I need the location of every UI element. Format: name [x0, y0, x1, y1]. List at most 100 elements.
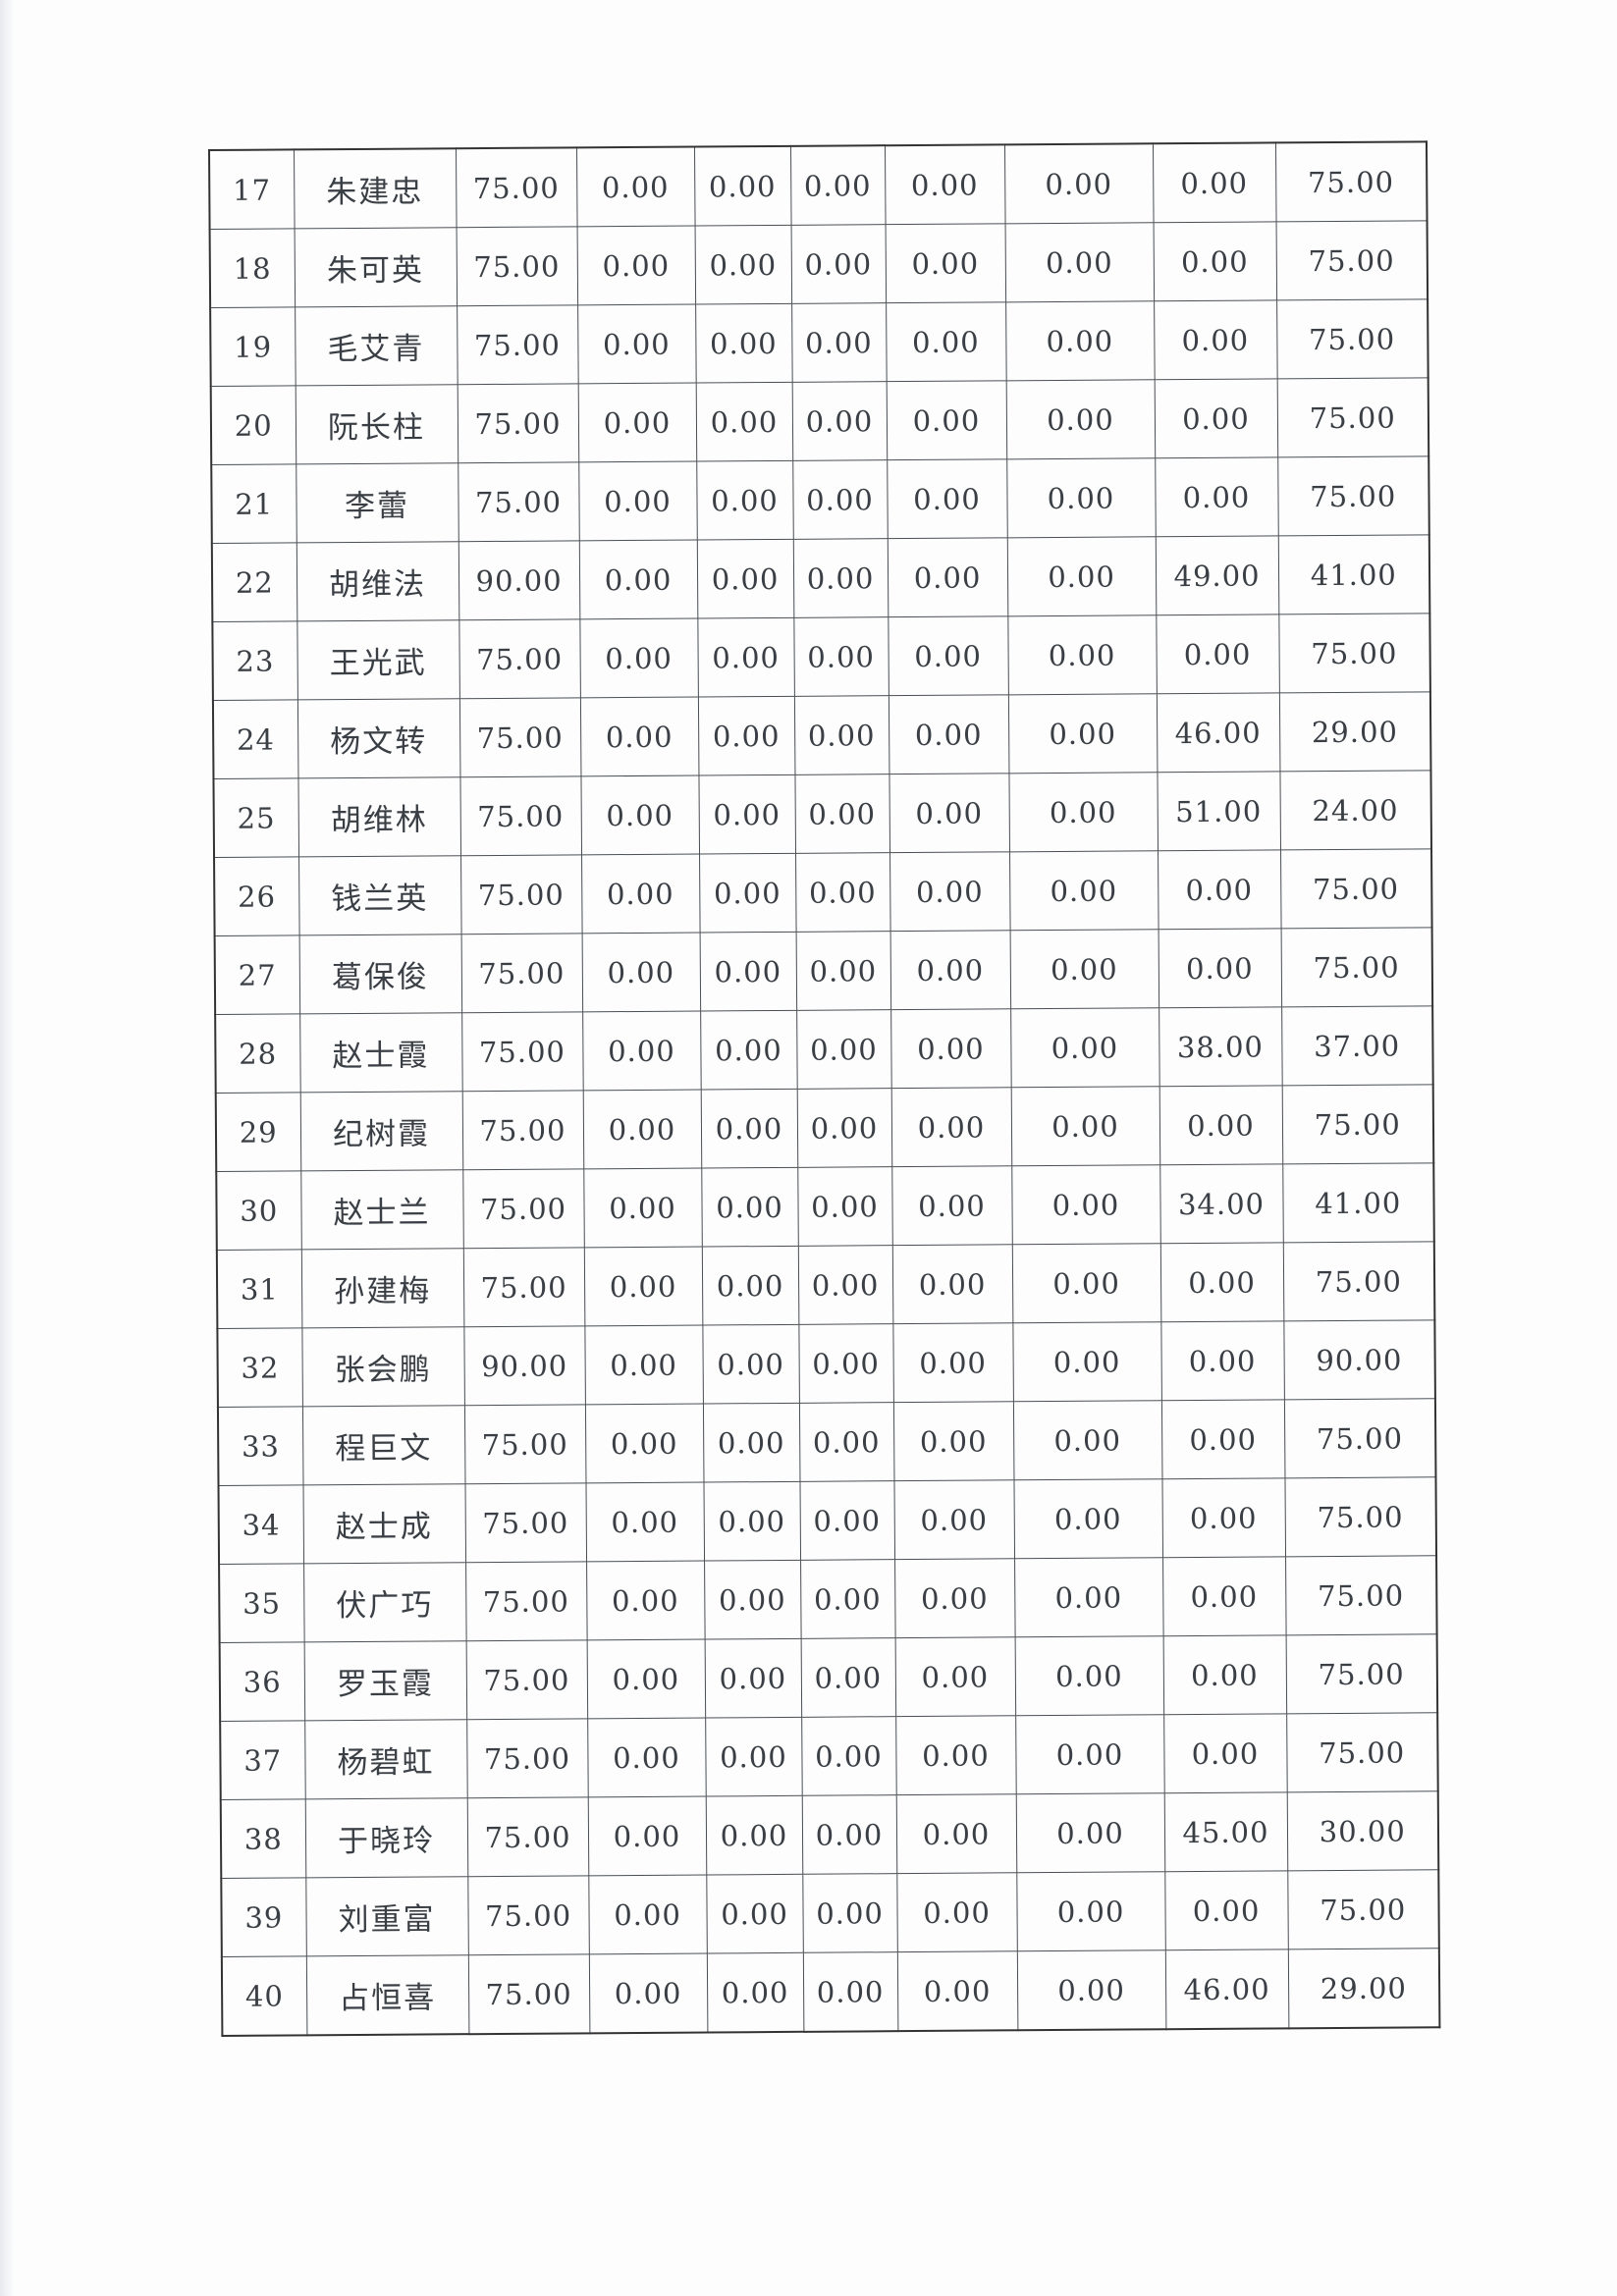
cell-amount-2: 0.00: [575, 146, 695, 227]
cell-net-amount: 75.00: [1274, 141, 1428, 222]
cell-deduction: 0.00: [1154, 299, 1277, 380]
table-row: 40 占恒喜 75.00 0.00 0.00 0.00 0.00 0.00 46.00 29.00: [221, 1948, 1440, 2036]
cell-amount-2: 0.00: [583, 1247, 703, 1326]
table-row: 26 钱兰英 75.00 0.00 0.00 0.00 0.00 0.00 0.00 75.00: [214, 848, 1432, 936]
cell-amount-6: 0.00: [1005, 300, 1155, 381]
cell-amount-5: 0.00: [889, 773, 1010, 853]
cell-name: 赵士兰: [300, 1169, 463, 1250]
cell-name: 赵士霞: [299, 1012, 462, 1093]
cell-amount-6: 0.00: [1004, 222, 1155, 302]
cell-name: 于晓玲: [304, 1797, 468, 1878]
cell-amount-1: 75.00: [463, 1404, 586, 1484]
cell-name: 赵士成: [302, 1483, 466, 1564]
cell-amount-3: 0.00: [698, 774, 796, 855]
cell-amount-3: 0.00: [700, 1010, 797, 1091]
cell-amount-3: 0.00: [701, 1167, 798, 1248]
cell-amount-6: 0.00: [1014, 1557, 1163, 1637]
cell-row-number: 38: [220, 1798, 306, 1879]
cell-row-number: 34: [218, 1484, 304, 1565]
cell-amount-2: 0.00: [577, 304, 696, 384]
cell-amount-2: 0.00: [587, 1718, 706, 1797]
cell-deduction: 34.00: [1159, 1163, 1283, 1244]
cell-amount-6: 0.00: [1016, 1871, 1165, 1951]
cell-amount-1: 75.00: [458, 618, 580, 699]
cell-amount-3: 0.00: [705, 1795, 803, 1876]
cell-amount-5: 0.00: [885, 223, 1006, 303]
cell-amount-3: 0.00: [704, 1638, 802, 1719]
cell-deduction: 0.00: [1164, 1870, 1288, 1950]
cell-amount-3: 0.00: [695, 303, 792, 384]
cell-amount-2: 0.00: [582, 1011, 701, 1091]
cell-amount-6: 0.00: [1009, 850, 1159, 931]
cell-amount-5: 0.00: [889, 930, 1011, 1010]
cell-row-number: 37: [220, 1720, 305, 1800]
cell-amount-6: 0.00: [1010, 1007, 1159, 1088]
cell-amount-2: 0.00: [578, 540, 698, 619]
cell-amount-5: 0.00: [889, 851, 1010, 932]
cell-amount-5: 0.00: [892, 1401, 1014, 1481]
cell-amount-3: 0.00: [695, 382, 793, 462]
cell-net-amount: 29.00: [1278, 691, 1431, 772]
cell-name: 李蕾: [296, 462, 458, 543]
cell-amount-4: 0.00: [792, 459, 888, 540]
cell-amount-3: 0.00: [693, 145, 791, 227]
table-row: 19 毛艾青 75.00 0.00 0.00 0.00 0.00 0.00 0.00 75.00: [210, 298, 1428, 387]
cell-amount-5: 0.00: [886, 301, 1006, 382]
cell-net-amount: 41.00: [1277, 534, 1430, 614]
cell-row-number: 40: [221, 1955, 307, 2036]
cell-deduction: 49.00: [1155, 535, 1279, 615]
cell-amount-4: 0.00: [794, 774, 890, 854]
table-row: 39 刘重富 75.00 0.00 0.00 0.00 0.00 0.00 0.00 75.00: [221, 1869, 1439, 1957]
cell-deduction: 0.00: [1152, 142, 1276, 223]
cell-amount-1: 90.00: [458, 540, 580, 620]
cell-net-amount: 75.00: [1280, 927, 1433, 1007]
cell-amount-4: 0.00: [791, 381, 888, 461]
scan-edge-shadow: [0, 0, 14, 2296]
cell-amount-1: 75.00: [456, 147, 577, 228]
cell-name: 王光武: [296, 619, 459, 700]
table-row: 31 孙建梅 75.00 0.00 0.00 0.00 0.00 0.00 0.00 75.00: [216, 1241, 1435, 1329]
cell-row-number: 25: [213, 777, 299, 858]
cell-amount-4: 0.00: [802, 1873, 897, 1953]
cell-amount-5: 0.00: [895, 1715, 1016, 1795]
cell-amount-3: 0.00: [697, 617, 794, 698]
cell-amount-2: 0.00: [584, 1404, 704, 1483]
table-row: 22 胡维法 90.00 0.00 0.00 0.00 0.00 0.00 49.00 41.00: [211, 534, 1430, 622]
cell-deduction: 0.00: [1163, 1713, 1287, 1793]
cell-amount-4: 0.00: [796, 1088, 892, 1168]
cell-amount-1: 75.00: [462, 1168, 584, 1249]
table-row: 23 王光武 75.00 0.00 0.00 0.00 0.00 0.00 0.00 75.00: [212, 613, 1430, 701]
cell-deduction: 0.00: [1159, 1085, 1283, 1165]
cell-amount-1: 75.00: [466, 1718, 588, 1798]
cell-amount-1: 75.00: [466, 1796, 589, 1877]
cell-amount-6: 0.00: [1007, 693, 1158, 774]
cell-amount-5: 0.00: [893, 1479, 1015, 1560]
cell-amount-1: 75.00: [467, 1953, 590, 2035]
cell-amount-2: 0.00: [576, 226, 696, 305]
cell-net-amount: 75.00: [1277, 455, 1429, 536]
cell-name: 阮长柱: [295, 384, 458, 464]
cell-amount-2: 0.00: [586, 1639, 706, 1719]
cell-name: 罗玉霞: [303, 1640, 467, 1721]
cell-name: 占恒喜: [305, 1954, 469, 2036]
cell-amount-2: 0.00: [588, 1952, 708, 2034]
cell-row-number: 30: [216, 1170, 301, 1251]
cell-deduction: 0.00: [1155, 456, 1278, 537]
cell-net-amount: 75.00: [1280, 848, 1432, 929]
cell-amount-4: 0.00: [791, 302, 887, 383]
cell-row-number: 32: [217, 1327, 302, 1408]
cell-amount-6: 0.00: [1010, 1086, 1160, 1166]
cell-amount-4: 0.00: [797, 1166, 892, 1247]
table-row: 30 赵士兰 75.00 0.00 0.00 0.00 0.00 0.00 34.00 41.00: [216, 1162, 1434, 1251]
cell-amount-2: 0.00: [586, 1561, 705, 1640]
cell-amount-3: 0.00: [699, 932, 797, 1012]
cell-deduction: 46.00: [1156, 692, 1280, 773]
table-row: 29 纪树霞 75.00 0.00 0.00 0.00 0.00 0.00 0.00 75.00: [215, 1084, 1434, 1172]
table-body: 17 朱建忠 75.00 0.00 0.00 0.00 0.00 0.00 0.00 75.00 1…: [209, 141, 1440, 2036]
cell-amount-4: 0.00: [800, 1637, 896, 1718]
cell-amount-5: 0.00: [892, 1322, 1013, 1403]
cell-amount-1: 75.00: [456, 226, 578, 306]
cell-deduction: 0.00: [1158, 849, 1281, 930]
cell-amount-1: 75.00: [461, 1011, 583, 1092]
cell-amount-5: 0.00: [891, 1244, 1013, 1324]
